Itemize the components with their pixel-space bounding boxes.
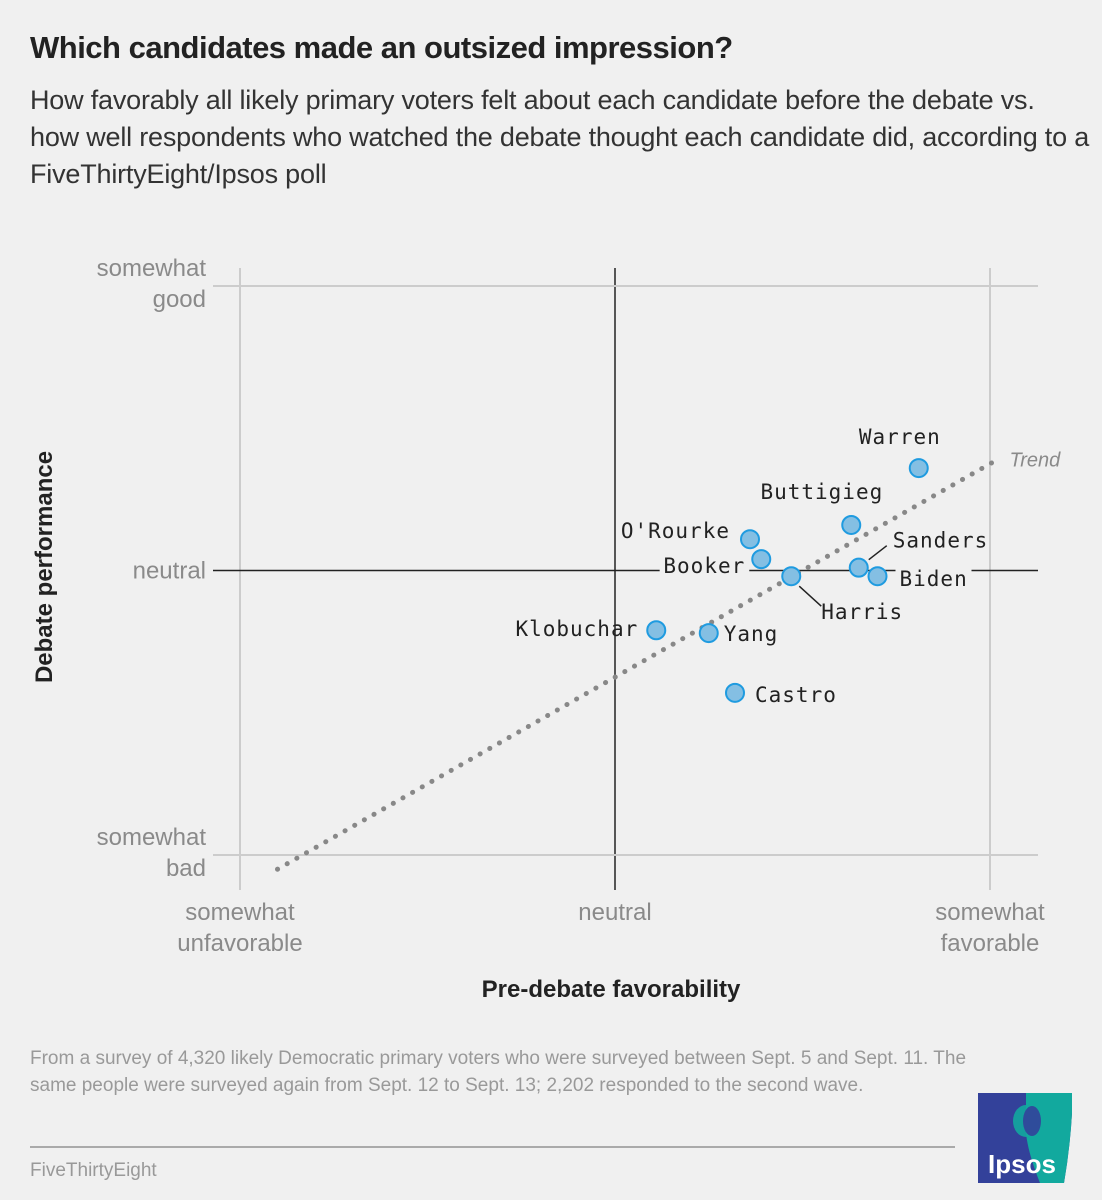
data-point <box>781 566 802 587</box>
footer-divider <box>30 1146 955 1148</box>
y-axis-title: Debate performance <box>31 451 58 683</box>
tick-labels: somewhat unfavorable neutral somewhat favora… <box>97 255 1045 957</box>
data-point <box>698 623 719 644</box>
logo-text: Ipsos <box>988 1149 1056 1179</box>
y-tick-label: neutral <box>133 558 206 585</box>
point-label: Warren <box>859 425 941 449</box>
data-point <box>867 566 888 587</box>
point-label: Booker <box>663 554 745 578</box>
point-label: Castro <box>755 683 837 707</box>
data-point <box>725 682 745 703</box>
point-label: Biden <box>900 567 968 591</box>
x-tick-label: somewhat unfavorable <box>177 899 302 957</box>
label-mask <box>659 554 750 579</box>
chart-subtitle: How favorably all likely primary voters … <box>30 85 1090 189</box>
point-labels: Warren Buttigieg O'Rourke Booker Harris Sande… <box>515 425 989 707</box>
point-label: O'Rourke <box>621 519 730 543</box>
data-points <box>646 458 929 703</box>
leader-line <box>868 545 888 561</box>
grid <box>213 268 1038 890</box>
point-label: Sanders <box>893 529 989 553</box>
source-credit: FiveThirtyEight <box>30 1160 157 1181</box>
trend-label: Trend <box>1010 450 1062 472</box>
data-point <box>841 514 862 535</box>
leader-line <box>798 585 822 607</box>
point-label: Yang <box>724 622 779 646</box>
ipsos-logo: Ipsos <box>978 1093 1072 1183</box>
trend-line: Trend <box>275 450 1062 872</box>
data-point <box>740 529 760 550</box>
scatter-chart: somewhat unfavorable neutral somewhat favora… <box>31 255 1062 1003</box>
data-point <box>908 458 929 479</box>
x-tick-label: neutral <box>578 899 651 926</box>
footnote: From a survey of 4,320 likely Democratic… <box>30 1048 967 1096</box>
point-label: Harris <box>821 600 903 624</box>
x-tick-label: somewhat favorable <box>935 899 1045 957</box>
point-label: Buttigieg <box>760 480 883 504</box>
label-mask <box>895 567 972 592</box>
point-label: Klobuchar <box>515 617 638 641</box>
x-axis-title: Pre-debate favorability <box>482 976 741 1003</box>
trend-line-path <box>275 457 1000 872</box>
chart-title: Which candidates made an outsized impres… <box>30 30 733 65</box>
y-tick-label: somewhat bad <box>97 824 207 882</box>
data-point <box>848 557 869 578</box>
y-tick-label: somewhat good <box>97 255 207 313</box>
data-point <box>646 620 667 641</box>
data-point <box>751 549 772 570</box>
